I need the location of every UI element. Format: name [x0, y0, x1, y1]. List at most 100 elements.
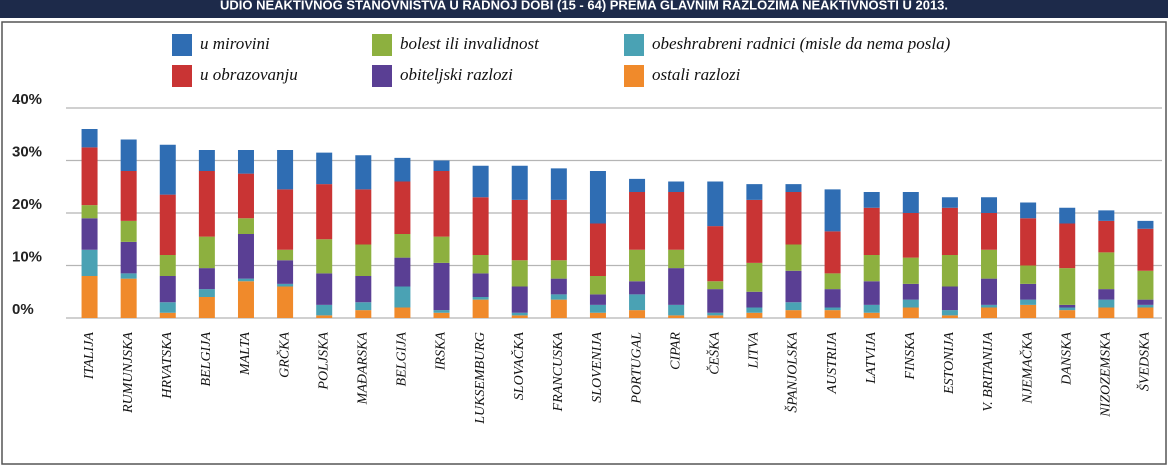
y-tick-label: 0%: [12, 301, 34, 318]
legend-label: bolest ili invalidnost: [400, 34, 540, 53]
bar-segment: [550, 199, 567, 261]
bar-segment: [707, 312, 724, 316]
bar-segment: [589, 171, 606, 224]
x-tick-label: IRSKA: [434, 332, 449, 372]
bar-segment: [355, 310, 372, 318]
bar-segment: [1020, 202, 1037, 219]
bar-segment: [589, 294, 606, 305]
x-tick-label: SLOVAČKA: [510, 332, 527, 401]
bar-segment: [198, 171, 215, 237]
bar-segment: [472, 165, 489, 198]
x-tick-label: LUKSEMBURG: [473, 332, 488, 425]
bar-segment: [1059, 307, 1076, 311]
frame: [1, 21, 1167, 465]
bar-segment: [902, 283, 919, 300]
bar-segment: [629, 310, 646, 318]
bar-segment: [902, 307, 919, 318]
bar-segment: [433, 262, 450, 311]
bar-segment: [981, 197, 998, 213]
bar-segment: [981, 307, 998, 318]
bar-segment: [668, 181, 685, 192]
bar-segment: [589, 312, 606, 318]
bar-segment: [941, 255, 958, 287]
bar-segment: [316, 304, 333, 316]
bar-segment: [472, 273, 489, 297]
x-tick-label: NIZOZEMSKA: [1099, 332, 1114, 418]
x-tick-label: CIPAR: [668, 332, 683, 370]
x-tick-label: BELGIJA: [199, 332, 214, 387]
bar-segment: [785, 192, 802, 245]
bar-segment: [472, 297, 489, 300]
x-tick-label: LATVIJA: [864, 332, 879, 385]
bar-segment: [589, 223, 606, 276]
bar-segment: [785, 310, 802, 318]
legend-swatch: [172, 34, 192, 56]
x-tick-label: LITVA: [747, 332, 762, 370]
title-band: [0, 0, 1168, 18]
legend-swatch: [624, 65, 644, 87]
bar-segment: [433, 160, 450, 171]
bar-segment: [981, 304, 998, 308]
bar-segment: [355, 244, 372, 276]
bar-segment: [81, 147, 98, 206]
bar-segment: [981, 213, 998, 250]
bar-segment: [198, 297, 215, 318]
y-tick-label: 20%: [12, 196, 42, 213]
bar-segment: [1137, 299, 1154, 305]
bar-segment: [159, 144, 176, 195]
bar-segment: [120, 139, 137, 171]
bar-segment: [237, 173, 254, 219]
bar-segment: [472, 197, 489, 255]
bar-segment: [159, 312, 176, 318]
y-tick-label: 30%: [12, 143, 42, 160]
y-tick-label: 10%: [12, 248, 42, 265]
bar-segment: [550, 168, 567, 200]
bar-segment: [1059, 223, 1076, 269]
bar-segment: [824, 189, 841, 232]
bar-segment: [707, 289, 724, 313]
x-tick-label: AUSTRIJA: [825, 332, 840, 395]
legend-label: u obrazovanju: [200, 65, 298, 84]
bar-segment: [394, 307, 411, 318]
bar-segment: [550, 278, 567, 295]
bar-segment: [472, 255, 489, 274]
bar-segment: [159, 302, 176, 313]
x-tick-label: V. BRITANIJA: [981, 332, 996, 412]
bar-segment: [629, 281, 646, 295]
bar-segment: [550, 260, 567, 279]
bar-segment: [1098, 210, 1115, 221]
bar-segment: [472, 299, 489, 318]
bar-segment: [668, 192, 685, 250]
bar-segment: [981, 249, 998, 279]
bar-segment: [707, 281, 724, 290]
bar-segment: [629, 178, 646, 192]
bar-segment: [863, 207, 880, 255]
bar-segment: [237, 281, 254, 318]
bar-segment: [81, 205, 98, 219]
bar-segment: [746, 262, 763, 292]
bar-segment: [120, 241, 137, 274]
bar-segment: [120, 273, 137, 279]
bar-segment: [629, 192, 646, 250]
bar-segment: [120, 278, 137, 318]
bar-segment: [81, 249, 98, 276]
legend-label: ostali razlozi: [652, 65, 741, 84]
bar-segment: [433, 310, 450, 313]
bar-segment: [277, 286, 294, 318]
bar-segment: [316, 239, 333, 274]
bar-segment: [237, 218, 254, 234]
bar-segment: [746, 312, 763, 318]
bar-segment: [707, 181, 724, 227]
bar-segment: [433, 171, 450, 237]
bar-segment: [941, 315, 958, 318]
bar-segment: [785, 302, 802, 311]
x-tick-label: ČEŠKA: [705, 332, 722, 375]
bar-segment: [1020, 299, 1037, 305]
bar-segment: [746, 184, 763, 200]
bar-segment: [277, 189, 294, 250]
bar-segment: [981, 278, 998, 305]
bar-segment: [1059, 304, 1076, 308]
y-tick-label: 40%: [12, 91, 42, 108]
bar-segment: [1137, 304, 1154, 308]
bar-segment: [863, 281, 880, 305]
